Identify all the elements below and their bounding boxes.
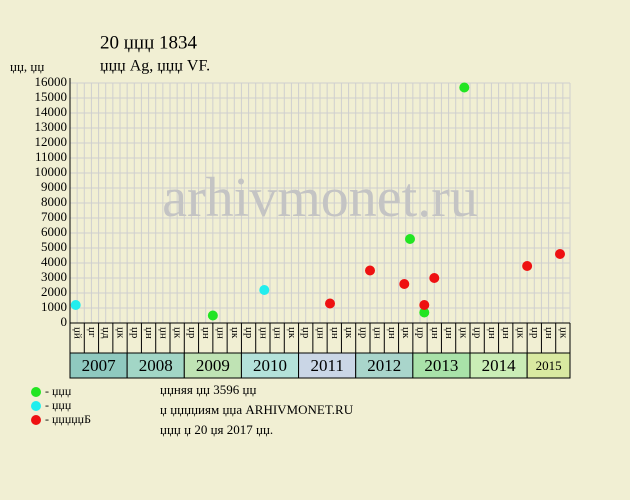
x-tick-label: џд <box>100 327 112 339</box>
y-tick-label: 10000 <box>35 164 68 179</box>
note: џџџ џ 20 џя 2017 џџ. <box>160 422 273 437</box>
y-tick-label: 1000 <box>41 299 67 314</box>
note: џ џџџџиям џџа ARHIVMONET.RU <box>160 402 354 417</box>
y-tick-label: 13000 <box>35 119 68 134</box>
point <box>259 285 270 295</box>
legend-label: - џџџ <box>45 398 72 412</box>
x-tick-label: џн <box>157 327 169 339</box>
point <box>419 300 430 310</box>
x-tick-label: џр <box>186 327 198 339</box>
x-tick-label: џг <box>86 327 98 338</box>
x-tick-label: џк <box>457 327 469 339</box>
point <box>419 307 430 318</box>
point <box>365 265 375 276</box>
year-label: 2008 <box>139 356 173 375</box>
y-tick-label: 16000 <box>35 74 68 89</box>
x-tick-label: џк <box>557 327 569 339</box>
x-tick-label: џн <box>329 327 341 339</box>
legend-marker <box>31 401 41 411</box>
year-label: 2010 <box>253 356 287 375</box>
y-tick-label: 7000 <box>41 209 67 224</box>
x-tick-label: џк <box>400 327 412 339</box>
point <box>399 279 410 289</box>
point <box>207 310 218 321</box>
y-tick-label: 14000 <box>35 104 68 119</box>
chart-title: 20 џџџ 1834 <box>100 32 198 53</box>
x-tick-label: џн <box>386 327 398 339</box>
x-tick-label: џк <box>114 327 126 339</box>
point <box>555 249 565 259</box>
x-tick-label: џн <box>543 327 555 339</box>
x-tick-label: џр <box>357 327 369 339</box>
y-tick-label: 8000 <box>41 194 67 209</box>
legend-marker <box>31 387 41 397</box>
chart-subtitle: џџџ Ag, џџџ VF. <box>100 58 210 75</box>
year-band <box>412 352 471 379</box>
year-label: 2014 <box>482 356 517 375</box>
x-tick-label: џк <box>343 327 355 339</box>
note: џџняя џџ 3596 џџ <box>160 382 256 397</box>
point <box>429 273 440 283</box>
year-label: 2012 <box>367 356 401 375</box>
y-tick-label: 4000 <box>41 254 67 269</box>
x-tick-label: џк <box>514 327 526 339</box>
y-tick-label: 0 <box>61 314 68 329</box>
legend-marker <box>31 415 41 425</box>
point <box>70 300 81 310</box>
x-tick-label: џк <box>286 327 298 339</box>
point <box>325 298 335 309</box>
x-tick-label: џр <box>472 327 484 339</box>
x-tick-label: џй <box>72 327 84 339</box>
y-tick-label: 5000 <box>41 239 67 254</box>
watermark: arhivmonet.ru <box>162 167 478 229</box>
x-tick-label: џн <box>143 327 155 339</box>
x-tick-label: џн <box>200 327 212 339</box>
y-tick-label: 15000 <box>35 89 68 104</box>
y-tick-label: 9000 <box>41 179 67 194</box>
y-tick-label: 12000 <box>35 134 68 149</box>
y-tick-label: 2000 <box>41 284 67 299</box>
year-band <box>355 352 414 379</box>
year-label: 2009 <box>196 356 230 375</box>
year-label: 2007 <box>82 356 117 375</box>
year-band <box>183 352 242 379</box>
x-tick-label: џр <box>129 327 141 339</box>
x-tick-label: џн <box>500 327 512 339</box>
legend-label: - џџџџџБ <box>45 412 91 426</box>
x-tick-label: џн <box>214 327 226 339</box>
year-band <box>526 352 571 379</box>
year-label: 2013 <box>424 356 458 375</box>
x-tick-label: џн <box>443 327 455 339</box>
x-tick-label: џн <box>486 327 498 339</box>
point <box>405 234 415 244</box>
y-tick-label: 3000 <box>41 269 67 284</box>
x-tick-label: џн <box>372 327 384 339</box>
y-tick-label: 6000 <box>41 224 67 239</box>
x-tick-label: џн <box>314 327 326 339</box>
x-tick-label: џр <box>243 327 255 339</box>
y-axis-label: џџ, џџ <box>10 59 44 74</box>
point <box>459 82 470 93</box>
legend-label: - џџџ <box>45 384 72 398</box>
y-tick-label: 11000 <box>35 149 67 164</box>
year-band <box>298 352 357 379</box>
x-tick-label: џк <box>172 327 184 339</box>
point <box>522 261 533 271</box>
year-label: 2011 <box>310 356 343 375</box>
x-tick-label: џн <box>257 327 269 339</box>
x-tick-label: џн <box>272 327 284 339</box>
year-label: 2015 <box>536 358 562 373</box>
x-tick-label: џк <box>229 327 241 339</box>
x-tick-label: џр <box>300 327 312 339</box>
x-tick-label: џр <box>414 327 426 339</box>
x-tick-label: џр <box>529 327 541 339</box>
x-tick-label: џн <box>429 327 441 339</box>
